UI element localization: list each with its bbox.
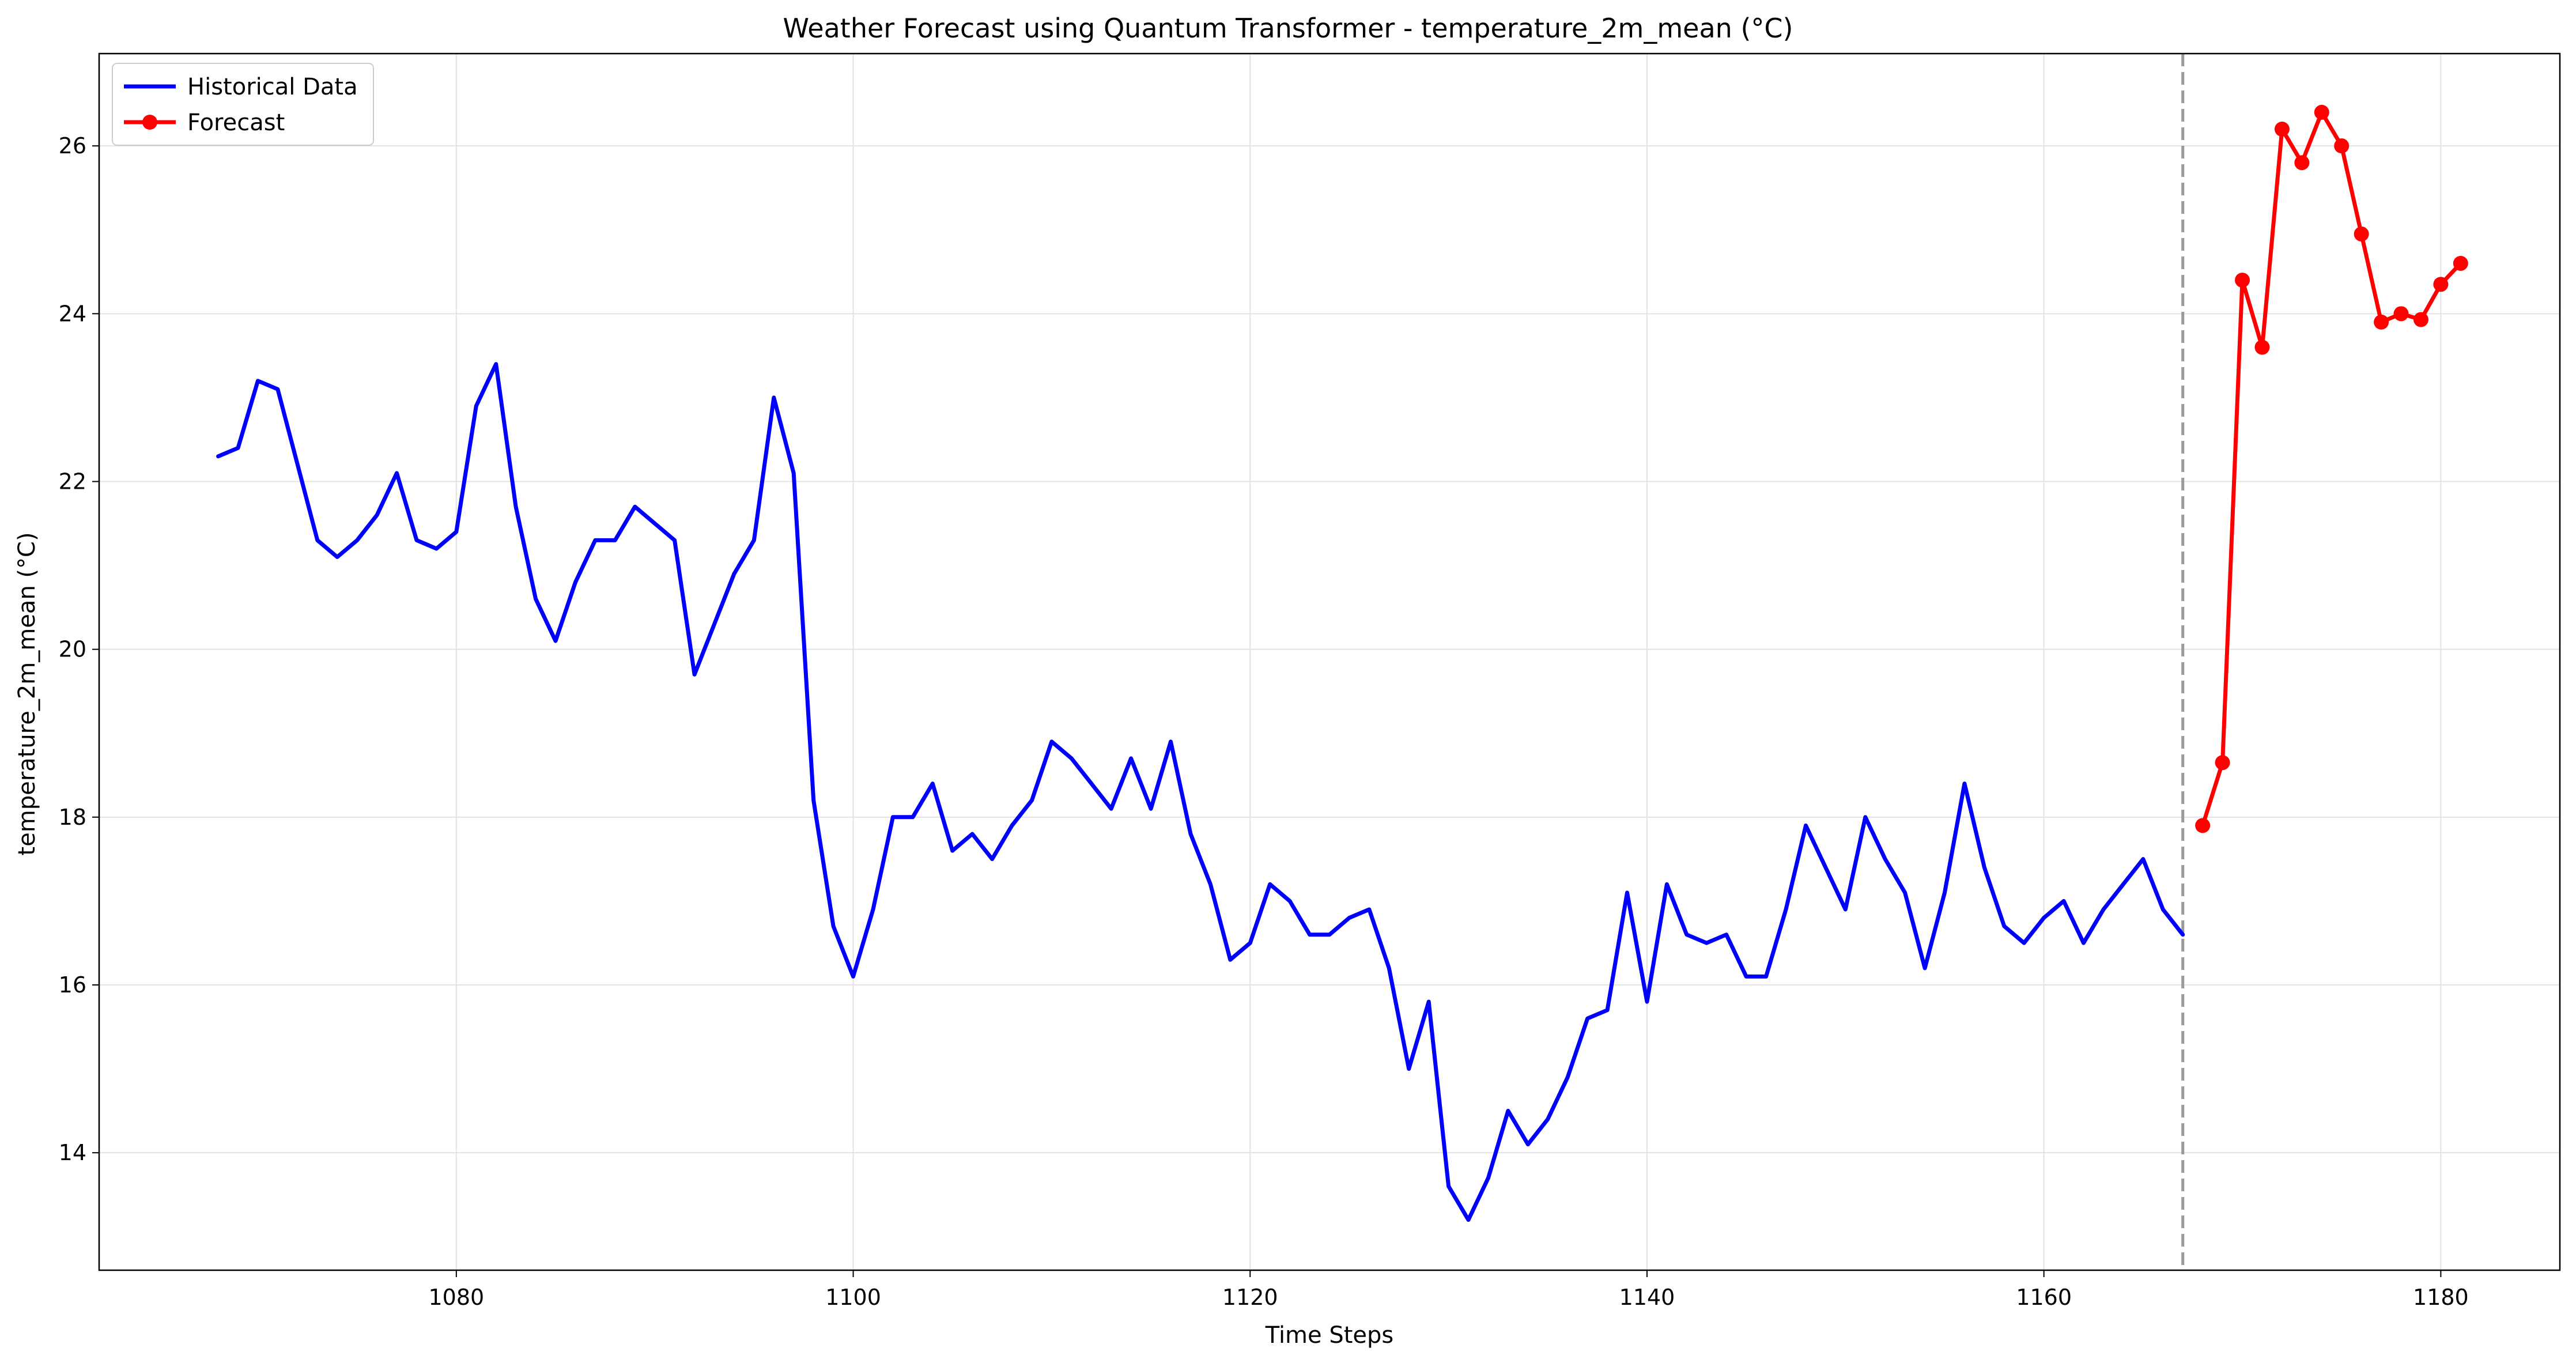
data-point: [2413, 312, 2428, 327]
plot-frame: [98, 52, 2561, 1271]
data-point: [2433, 277, 2449, 292]
data-point: [2453, 255, 2468, 271]
y-tick-label: 18: [59, 805, 86, 830]
series-line-1: [216, 362, 2185, 1222]
series-layer: [216, 54, 2468, 1270]
y-tick-label: 16: [59, 972, 86, 998]
x-tick-label: 1160: [2016, 1285, 2072, 1310]
x-tick-label: 1120: [1222, 1285, 1278, 1310]
x-tick-label: 1100: [825, 1285, 881, 1310]
grid-lines: [99, 54, 2560, 1270]
legend-label: Forecast: [187, 110, 285, 136]
x-tick-label: 1080: [428, 1285, 484, 1310]
legend-box: [112, 63, 374, 146]
y-axis-label: temperature_2m_mean (°C): [14, 532, 40, 855]
data-point: [2254, 339, 2270, 355]
x-tick-label: 1140: [1619, 1285, 1675, 1310]
y-tick-label: 22: [59, 469, 86, 494]
x-axis-label: Time Steps: [1265, 1322, 1394, 1349]
data-point: [2393, 306, 2409, 322]
chart-title: Weather Forecast using Quantum Transform…: [783, 13, 1793, 44]
y-tick-label: 14: [59, 1140, 86, 1165]
data-point: [2314, 104, 2329, 120]
data-point: [2354, 226, 2369, 242]
data-point: [2374, 314, 2389, 330]
axis-ticks: 1080 1100 1120 1140 1160 1180 14 16 18 20 22 24 26: [59, 133, 2469, 1310]
data-point: [2215, 755, 2230, 771]
x-tick-label: 1180: [2413, 1285, 2469, 1310]
legend-label: Historical Data: [187, 74, 358, 100]
y-tick-label: 26: [59, 133, 86, 158]
data-point: [2235, 273, 2250, 288]
data-point: [2294, 155, 2310, 171]
y-tick-label: 24: [59, 301, 86, 326]
y-tick-label: 20: [59, 637, 86, 662]
data-point: [2274, 122, 2290, 137]
data-point: [2195, 818, 2211, 833]
data-point: [2334, 138, 2350, 154]
legend: Historical Data Forecast: [112, 63, 374, 146]
legend-marker: [142, 115, 157, 130]
